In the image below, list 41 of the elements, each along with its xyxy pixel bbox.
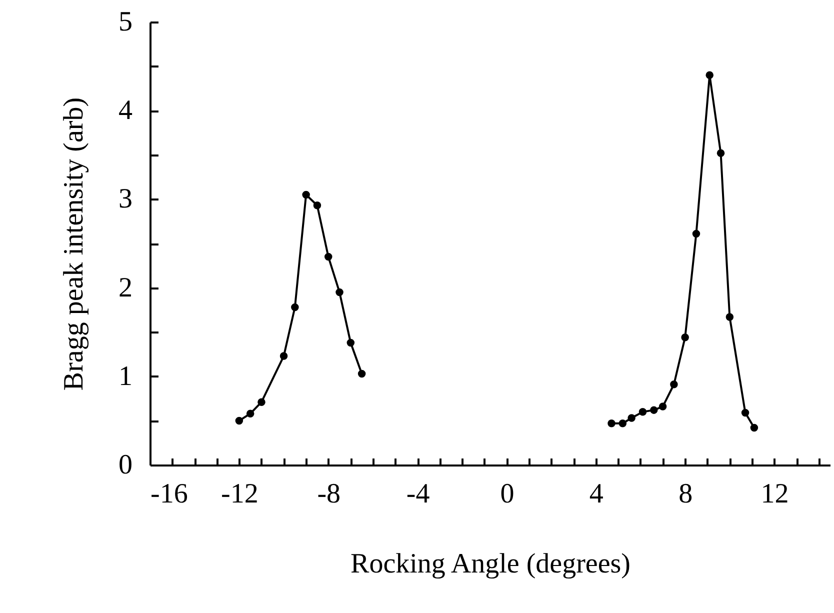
x-tick-label: 12 — [760, 478, 789, 510]
point — [650, 406, 658, 414]
point — [726, 313, 734, 321]
x-tick-label: 8 — [678, 478, 693, 510]
x-tick-label: -12 — [221, 478, 258, 510]
x-tick-label: 0 — [500, 478, 514, 510]
point — [608, 419, 616, 428]
y-tick-label: 2 — [118, 272, 132, 304]
x-tick-label: 4 — [589, 478, 604, 510]
y-axis-title: Bragg peak intensity (arb) — [58, 97, 90, 391]
y-tick-label: 0 — [118, 450, 132, 480]
x-tick-label: -8 — [317, 478, 341, 510]
y-tick-label: 4 — [118, 95, 132, 126]
point — [628, 414, 636, 422]
point — [692, 230, 700, 238]
point — [258, 398, 266, 406]
point — [706, 71, 714, 80]
point — [618, 419, 627, 428]
point — [302, 190, 310, 199]
point — [280, 352, 288, 360]
point — [638, 408, 647, 416]
point — [291, 303, 299, 312]
x-tick-label: -16 — [150, 478, 188, 510]
point — [235, 416, 244, 425]
point — [741, 408, 750, 417]
point — [716, 149, 725, 157]
y-tick-label: 3 — [118, 184, 132, 215]
point — [346, 338, 355, 347]
point — [246, 410, 254, 418]
y-tick-label: 1 — [118, 360, 132, 392]
point — [313, 202, 322, 210]
point — [336, 288, 344, 296]
point — [324, 252, 332, 261]
point — [358, 370, 366, 378]
point — [670, 380, 678, 388]
x-tick-label: -4 — [406, 478, 430, 510]
point — [750, 424, 758, 432]
point — [658, 402, 667, 410]
point — [681, 334, 689, 342]
x-axis-title: Rocking Angle (degrees) — [350, 548, 630, 580]
y-tick-label: 5 — [118, 6, 132, 38]
